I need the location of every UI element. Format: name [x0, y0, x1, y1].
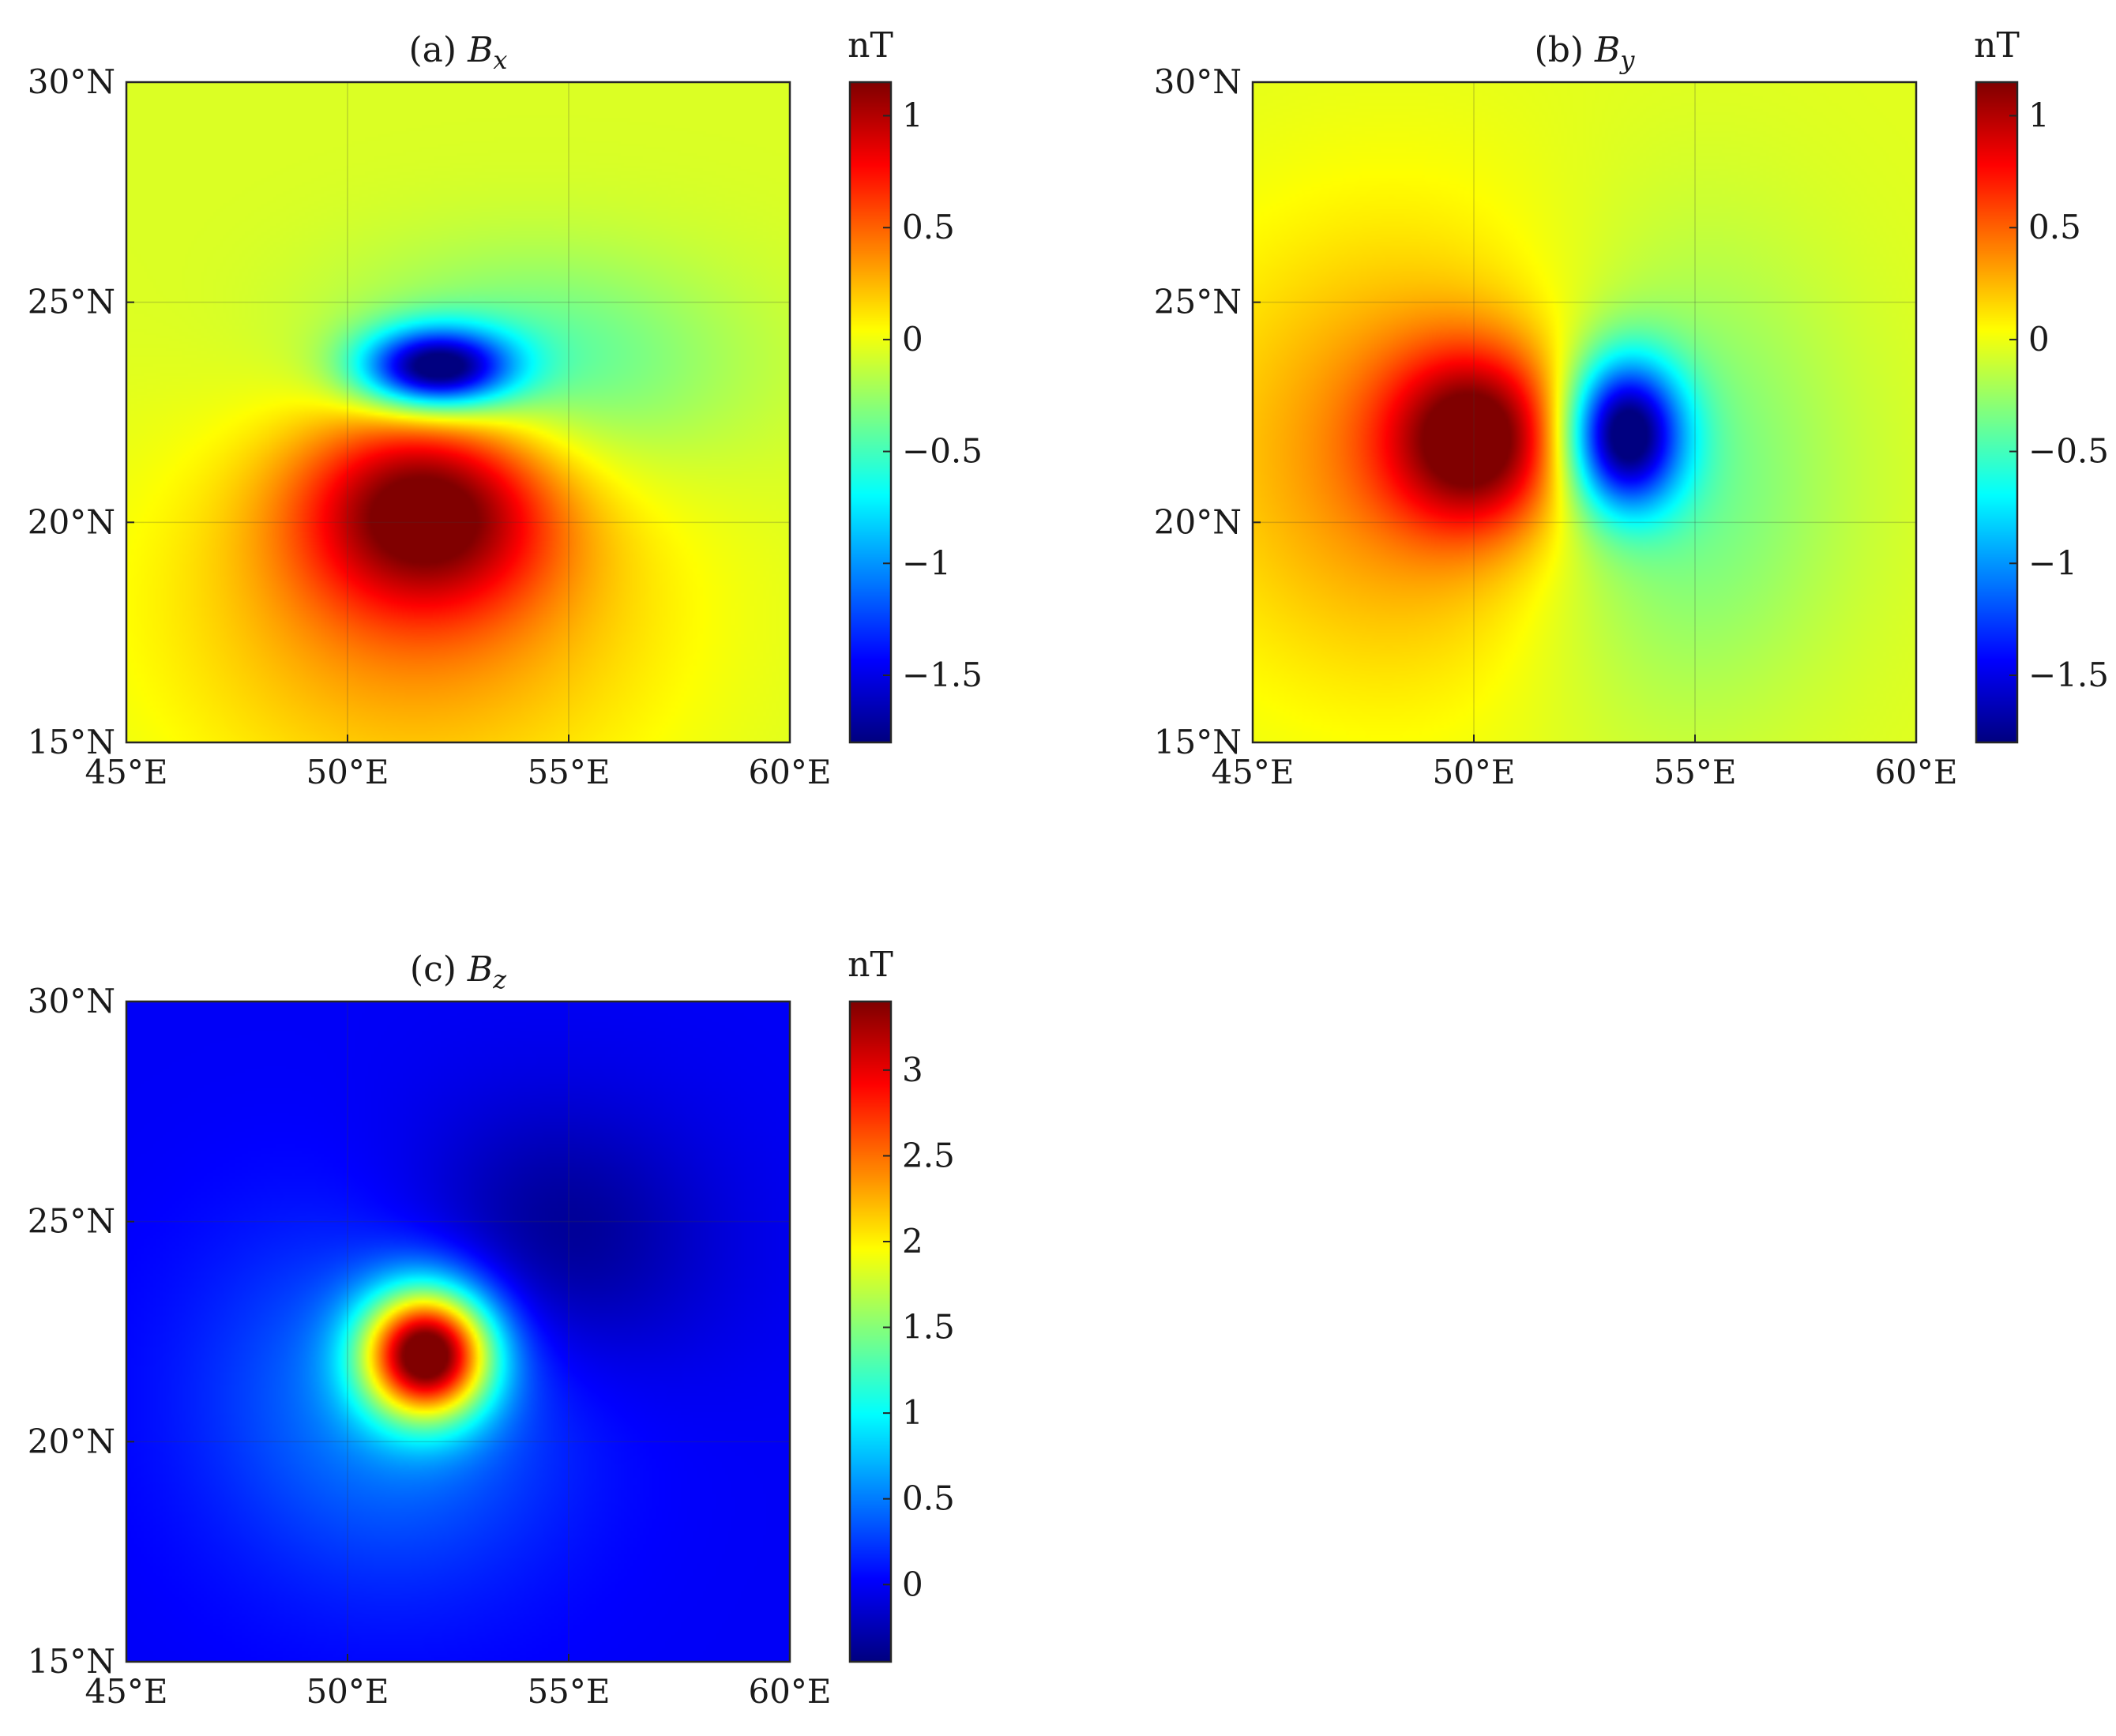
y-tick-label: 20°N [28, 1422, 115, 1460]
panel-title-a: (a) Bx [409, 30, 508, 75]
y-tick-label: 25°N [28, 283, 115, 321]
y-tick-label: 20°N [1154, 502, 1242, 541]
colorbar-tick-label: 0 [2028, 320, 2050, 359]
panel-a: 45°E 50°E 55°E 60°E 30°N 25°N 20°N 15°N (a) Bx 1 0… [28, 25, 983, 791]
colorbar-tick-label: 2 [902, 1222, 923, 1261]
x-tick-label: 55°E [527, 753, 610, 791]
x-tick-label: 45°E [85, 753, 167, 791]
title-symbol: B [1594, 30, 1620, 70]
x-tick-label: 60°E [748, 753, 831, 791]
colorbar-tick-label: −1 [2028, 543, 2077, 582]
colorbar-unit: nT [1974, 25, 2020, 66]
title-subscript: y [1618, 45, 1635, 75]
title-prefix: (c) [410, 949, 468, 990]
x-tick-label: 55°E [1653, 753, 1736, 791]
y-tick-label: 15°N [1154, 723, 1242, 761]
x-tick-label: 60°E [1874, 753, 1957, 791]
x-tick-label: 60°E [748, 1672, 831, 1711]
panel-c: 45°E 50°E 55°E 60°E 30°N 25°N 20°N 15°N (c) Bz 3 2… [28, 945, 955, 1711]
y-tick-label: 30°N [28, 62, 115, 101]
panel-title-c: (c) Bz [410, 949, 507, 994]
colorbar-unit: nT [848, 25, 893, 66]
colorbar-tick-label: 0 [902, 1565, 923, 1603]
colorbar-tick-label: 0 [902, 320, 923, 359]
y-tick-label: 30°N [1154, 62, 1242, 101]
axes-frame-b [1251, 81, 1918, 744]
x-tick-label: 45°E [85, 1672, 167, 1711]
title-prefix: (b) [1535, 30, 1595, 70]
y-tick-label: 25°N [1154, 283, 1242, 321]
x-tick-label: 50°E [1432, 753, 1515, 791]
colorbar-tick-label: 1 [902, 1393, 923, 1432]
colorbar-tick-label: 1 [2028, 96, 2050, 135]
colorbar-a [850, 82, 891, 742]
y-tick-label: 25°N [28, 1202, 115, 1241]
colorbar-frame [1975, 81, 2019, 744]
panel-title-b: (b) By [1535, 30, 1636, 75]
colorbar-b [1976, 82, 2017, 742]
x-tick-label: 50°E [306, 753, 389, 791]
colorbar-tick-label: −0.5 [902, 432, 983, 471]
colorbar-frame [848, 1000, 893, 1663]
heatmap-a [126, 82, 790, 742]
colorbar-tick-label: 0.5 [2028, 208, 2081, 246]
axes-frame-c [125, 1000, 791, 1663]
colorbar-tick-label: −1.5 [902, 656, 983, 694]
title-subscript: z [492, 964, 507, 994]
colorbar-unit: nT [848, 945, 893, 985]
colorbar-tick-label: 1 [902, 96, 923, 135]
colorbar-tick-label: 1.5 [902, 1308, 955, 1347]
y-tick-label: 15°N [28, 1642, 115, 1681]
x-tick-label: 55°E [527, 1672, 610, 1711]
title-symbol: B [467, 949, 493, 990]
y-tick-label: 15°N [28, 723, 115, 761]
panel-b: 45°E 50°E 55°E 60°E 30°N 25°N 20°N 15°N (b) By 1 0… [1154, 25, 2109, 791]
colorbar-tick-label: −0.5 [2028, 432, 2109, 471]
y-tick-label: 20°N [28, 502, 115, 541]
colorbar-tick-label: −1.5 [2028, 656, 2109, 694]
axes-frame-a [125, 81, 791, 744]
y-tick-label: 30°N [28, 982, 115, 1020]
colorbar-tick-label: −1 [902, 543, 951, 582]
colorbar-tick-label: 0.5 [902, 1479, 955, 1518]
colorbar-tick-label: 0.5 [902, 208, 955, 246]
colorbar-c [850, 1001, 891, 1662]
title-subscript: x [493, 45, 507, 75]
colorbar-frame [848, 81, 893, 744]
heatmap-b [1253, 82, 1916, 742]
colorbar-tick-label: 3 [902, 1050, 923, 1089]
colorbar-tick-label: 2.5 [902, 1136, 955, 1174]
title-prefix: (a) [409, 30, 468, 70]
x-tick-label: 45°E [1211, 753, 1294, 791]
x-tick-label: 50°E [306, 1672, 389, 1711]
title-symbol: B [467, 30, 493, 70]
heatmap-c [126, 1001, 790, 1662]
